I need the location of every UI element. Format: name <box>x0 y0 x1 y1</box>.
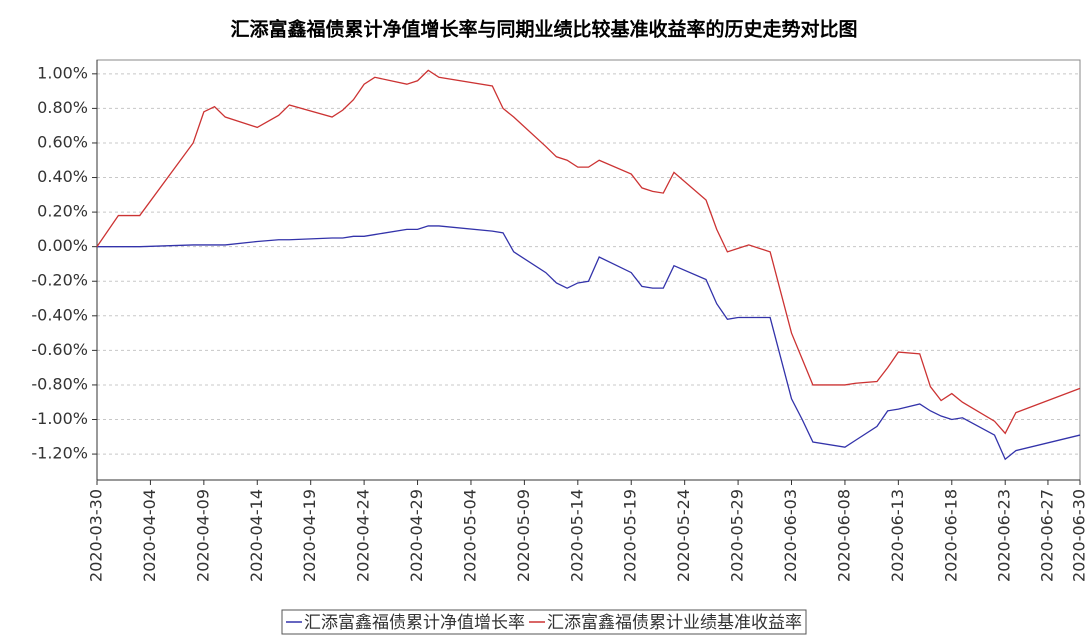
x-tick-label: 2020-05-19 <box>621 489 640 582</box>
x-tick-label: 2020-06-18 <box>941 489 960 582</box>
y-tick-label: 0.80% <box>37 98 88 117</box>
y-tick-label: 0.60% <box>37 132 88 151</box>
y-tick-label: -0.20% <box>31 271 88 290</box>
y-tick-label: -1.20% <box>31 444 88 463</box>
y-tick-label: 0.20% <box>37 202 88 221</box>
x-tick-label: 2020-05-29 <box>728 489 747 582</box>
y-tick-label: -0.80% <box>31 374 88 393</box>
x-tick-label: 2020-06-27 <box>1037 489 1056 582</box>
x-tick-label: 2020-06-03 <box>781 489 800 582</box>
series-line <box>97 225 1081 461</box>
x-tick-label: 2020-04-19 <box>300 489 319 582</box>
y-tick-label: -0.60% <box>31 340 88 359</box>
x-tick-label: 2020-04-24 <box>354 489 373 582</box>
legend: 汇添富鑫福债累计净值增长率 汇添富鑫福债累计业绩基准收益率 <box>281 609 807 635</box>
y-tick-label: 0.40% <box>37 167 88 186</box>
y-tick-label: 1.00% <box>37 63 88 82</box>
x-tick-label: 2020-05-09 <box>514 489 533 582</box>
x-tick-label: 2020-04-04 <box>140 489 159 582</box>
series-line <box>96 69 1081 435</box>
x-tick-label: 2020-06-23 <box>995 489 1014 582</box>
x-tick-label: 2020-03-30 <box>87 489 106 582</box>
y-tick-label: 0.00% <box>37 236 88 255</box>
x-tick-label: 2020-06-30 <box>1070 489 1089 582</box>
x-tick-label: 2020-04-14 <box>247 489 266 582</box>
x-tick-label: 2020-05-04 <box>460 489 479 582</box>
y-tick-label: -0.40% <box>31 305 88 324</box>
x-tick-label: 2020-04-09 <box>193 489 212 582</box>
x-tick-label: 2020-04-29 <box>407 489 426 582</box>
legend-label: 汇添富鑫福债累计净值增长率 <box>304 613 525 633</box>
x-tick-label: 2020-06-13 <box>888 489 907 582</box>
x-tick-label: 2020-05-24 <box>674 489 693 582</box>
chart-title: 汇添富鑫福债累计净值增长率与同期业绩比较基准收益率的历史走势对比图 <box>230 18 857 41</box>
y-tick-label: -1.00% <box>31 409 88 428</box>
x-tick-label: 2020-05-14 <box>567 489 586 582</box>
x-tick-label: 2020-06-08 <box>834 489 853 582</box>
legend-label: 汇添富鑫福债累计业绩基准收益率 <box>547 613 802 633</box>
